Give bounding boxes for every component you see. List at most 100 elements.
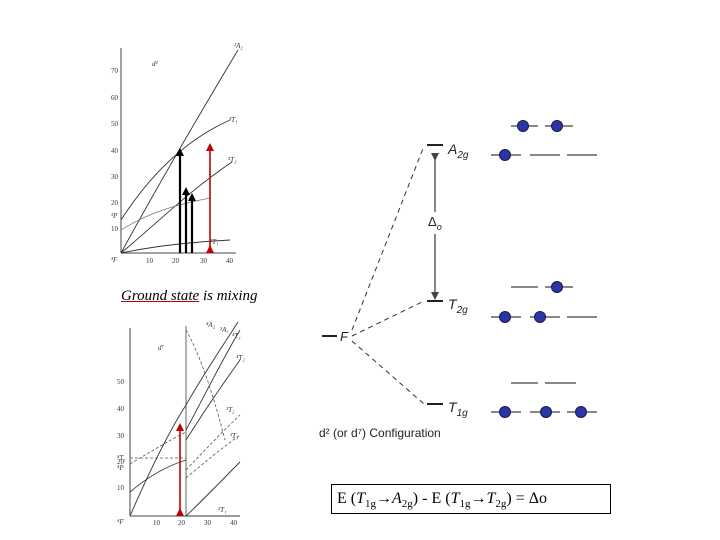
d7-curve-label: ²T₁ <box>218 506 226 514</box>
d2-xtick: 20 <box>172 257 180 265</box>
d7-curve <box>185 461 241 517</box>
d2-curve-3T1-upper <box>120 119 231 221</box>
electron <box>551 120 563 132</box>
d7-ytick: 40 <box>117 405 125 413</box>
d7-xtick: 40 <box>230 519 238 527</box>
d2-xtick: 40 <box>226 257 234 265</box>
d2-curve-3T2 <box>120 161 233 254</box>
d2-curve-label: ³T₂ <box>228 156 237 164</box>
d7-curve <box>129 431 187 465</box>
formula-t2-sub: 2g <box>495 498 507 511</box>
d7-xtick: 20 <box>178 519 186 527</box>
formula-a2: A <box>392 490 402 507</box>
d2-xtick: 30 <box>200 257 208 265</box>
free-ion-label: F <box>340 329 349 344</box>
electron <box>575 406 587 418</box>
d7-curve-label: ⁴F <box>117 518 124 526</box>
formula-e1: E ( <box>337 490 357 507</box>
d7-curve-label: ⁴T₂ <box>236 354 245 362</box>
configuration-label: d² (or d⁷) Configuration <box>319 426 441 440</box>
d7-ytick: 50 <box>117 378 125 386</box>
d7-ytick: 30 <box>117 432 125 440</box>
electron <box>540 406 552 418</box>
d2-y-ticks: 70 60 50 40 30 20 10 <box>111 67 119 233</box>
d7-curve <box>185 329 226 441</box>
occupancy-t1g <box>491 382 597 418</box>
d2-ytick: 20 <box>111 199 119 207</box>
formula-mid: ) - E ( <box>412 490 451 507</box>
tanabe-sugano-d2: 70 60 50 40 30 20 10 10 20 30 40 d² ³A₂ … <box>111 42 243 265</box>
d2-x-ticks: 10 20 30 40 <box>146 257 234 265</box>
d2-config-label: d² <box>152 60 159 68</box>
d7-ytick: 10 <box>117 484 125 492</box>
caption-rest: is mixing <box>199 288 258 304</box>
d7-curve-label: ⁴A₂ <box>206 321 216 329</box>
d7-xtick: 10 <box>153 519 161 527</box>
formula-arrow-1: → <box>376 490 393 507</box>
d7-ytick: 20 <box>117 458 125 466</box>
d7-curve <box>185 321 239 406</box>
d2-curve-label: ³F <box>111 256 118 264</box>
formula-delta: Δo <box>528 490 548 507</box>
caption-ground-state: Ground state <box>121 288 200 304</box>
delta-label: Δo <box>428 214 442 232</box>
d7-curve-label: ²A₁ <box>220 326 229 334</box>
d7-curve-label: ⁴T₁ <box>232 332 241 340</box>
splitting-diagram: F A2g T2g T1g Δo d² (or d⁷) Configuratio… <box>319 120 597 440</box>
level-t1g-label: T1g <box>448 399 468 419</box>
d7-curve <box>185 329 241 431</box>
electron <box>534 311 546 323</box>
d7-xtick: 30 <box>204 519 212 527</box>
d7-curve <box>129 459 187 493</box>
d7-curve <box>185 359 241 441</box>
delta-label-bg <box>425 212 447 234</box>
d7-curve-label: ²T₁ <box>230 432 238 440</box>
d7-curve-label: ⁴T₁ <box>117 454 126 462</box>
d2-xtick: 10 <box>146 257 154 265</box>
connector-t1g <box>351 340 425 405</box>
d2-curve-3A2 <box>120 49 239 254</box>
tanabe-sugano-d7: 50 40 30 20 10 10 20 30 40 d⁷ ⁴A₂ ²A₁ ⁴T… <box>117 321 245 527</box>
formula-t2: T <box>486 490 496 507</box>
connector-t2g <box>351 300 425 337</box>
d7-x-ticks: 10 20 30 40 <box>153 519 238 527</box>
d2-ytick: 40 <box>111 147 119 155</box>
connector-a2g <box>351 145 425 331</box>
d7-curve <box>185 414 241 471</box>
delta-formula-box: E (T1g→A2g) - E (T1g→T2g) = Δo <box>331 484 611 514</box>
electron <box>551 281 563 293</box>
electron <box>499 311 511 323</box>
occupancy-t2g <box>491 281 597 323</box>
d2-ytick: 50 <box>111 120 119 128</box>
electron <box>499 149 511 161</box>
d7-curve-label: ⁴P <box>117 464 124 472</box>
formula-a2-sub: 2g <box>401 498 413 511</box>
formula-t1b-sub: 1g <box>459 498 471 511</box>
d2-curve-label: ³T₁ <box>229 116 237 124</box>
mixing-caption: Ground state is mixing <box>121 288 258 305</box>
d2-curve-label: ³P <box>111 212 118 220</box>
d7-curve-label: ²T₂ <box>226 406 235 414</box>
electron <box>499 406 511 418</box>
d7-y-ticks: 50 40 30 20 10 <box>117 378 125 492</box>
d2-curve-1 <box>120 197 211 231</box>
electron <box>517 120 529 132</box>
formula-arrow-2: → <box>470 490 487 507</box>
occupancy-a2g <box>491 120 597 161</box>
formula-end: ) = <box>506 490 529 507</box>
d2-curve-3T1-lower <box>120 239 231 254</box>
d7-curve <box>185 434 241 479</box>
formula-t1-sub: 1g <box>365 498 377 511</box>
level-t2g-label: T2g <box>448 296 468 316</box>
d2-curve-label: ³T₁ <box>210 238 218 246</box>
formula-t1b: T <box>450 490 460 507</box>
formula-t1: T <box>356 490 366 507</box>
d2-curve-label: ³A₂ <box>234 42 243 50</box>
d2-ytick: 10 <box>111 225 119 233</box>
level-a2g-label: A2g <box>447 141 469 161</box>
d2-ytick: 70 <box>111 67 119 75</box>
d2-ytick: 60 <box>111 94 119 102</box>
d2-ytick: 30 <box>111 173 119 181</box>
d7-curve <box>129 404 187 517</box>
